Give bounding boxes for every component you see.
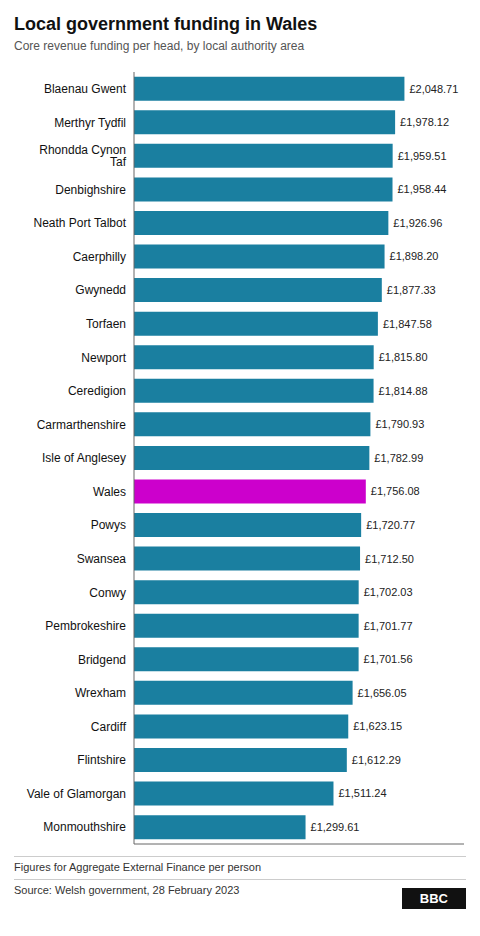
svg-text:Swansea: Swansea — [77, 552, 127, 566]
svg-text:£1,612.29: £1,612.29 — [352, 754, 401, 766]
svg-text:Neath Port Talbot: Neath Port Talbot — [33, 216, 126, 230]
svg-text:£1,702.03: £1,702.03 — [364, 586, 413, 598]
svg-text:£1,720.77: £1,720.77 — [366, 519, 415, 531]
svg-text:Vale of Glamorgan: Vale of Glamorgan — [27, 787, 126, 801]
svg-text:Pembrokeshire: Pembrokeshire — [45, 619, 126, 633]
svg-text:Monmouthshire: Monmouthshire — [43, 820, 126, 834]
svg-text:Powys: Powys — [91, 518, 126, 532]
svg-text:£1,511.24: £1,511.24 — [338, 787, 386, 799]
html-text:BBC: BBC — [419, 891, 448, 906]
svg-text:Newport: Newport — [81, 351, 126, 365]
svg-text:£1,712.50: £1,712.50 — [365, 553, 414, 565]
svg-text:£1,756.08: £1,756.08 — [371, 485, 420, 497]
svg-text:Torfaen: Torfaen — [86, 317, 126, 331]
svg-text:£1,701.56: £1,701.56 — [364, 653, 413, 665]
svg-text:Ceredigion: Ceredigion — [68, 384, 126, 398]
svg-text:Isle of Anglesey: Isle of Anglesey — [42, 451, 126, 465]
svg-text:£1,978.12: £1,978.12 — [400, 116, 449, 128]
svg-text:Denbighshire: Denbighshire — [55, 183, 126, 197]
svg-text:Bridgend: Bridgend — [78, 653, 126, 667]
svg-text:£1,782.99: £1,782.99 — [374, 452, 423, 464]
svg-text:Blaenau Gwent: Blaenau Gwent — [44, 82, 127, 96]
svg-text:Wrexham: Wrexham — [75, 686, 126, 700]
svg-text:£1,877.33: £1,877.33 — [387, 284, 436, 296]
svg-text:£1,299.61: £1,299.61 — [311, 821, 360, 833]
svg-text:Carmarthenshire: Carmarthenshire — [37, 418, 127, 432]
html-text:Local government funding in Wa: Local government funding in Wales — [14, 14, 318, 34]
svg-text:Caerphilly: Caerphilly — [73, 250, 126, 264]
svg-text:Gwynedd: Gwynedd — [75, 283, 126, 297]
svg-text:£1,959.51: £1,959.51 — [398, 150, 447, 162]
html-text:Source: Welsh government, 28 F: Source: Welsh government, 28 February 20… — [14, 884, 240, 896]
svg-text:£1,847.58: £1,847.58 — [383, 318, 432, 330]
svg-text:£1,623.15: £1,623.15 — [353, 720, 402, 732]
svg-text:£1,898.20: £1,898.20 — [390, 250, 439, 262]
svg-text:£1,790.93: £1,790.93 — [375, 418, 424, 430]
svg-text:£1,701.77: £1,701.77 — [364, 620, 413, 632]
svg-text:£1,815.80: £1,815.80 — [379, 351, 428, 363]
svg-text:Merthyr Tydfil: Merthyr Tydfil — [54, 116, 126, 130]
svg-text:Wales: Wales — [93, 485, 126, 499]
html-text:Figures for Aggregate External: Figures for Aggregate External Finance p… — [14, 861, 261, 873]
svg-text:£1,814.88: £1,814.88 — [379, 385, 428, 397]
svg-text:Cardiff: Cardiff — [91, 720, 127, 734]
svg-text:£1,926.96: £1,926.96 — [393, 217, 442, 229]
svg-text:Flintshire: Flintshire — [77, 753, 126, 767]
svg-text:£2,048.71: £2,048.71 — [409, 83, 458, 95]
svg-text:£1,958.44: £1,958.44 — [398, 183, 447, 195]
svg-text:Rhondda CynonTaf: Rhondda CynonTaf — [39, 143, 126, 169]
svg-text:Conwy: Conwy — [89, 586, 126, 600]
html-text:Core revenue funding per head,: Core revenue funding per head, by local … — [14, 39, 305, 53]
svg-text:£1,656.05: £1,656.05 — [358, 687, 407, 699]
